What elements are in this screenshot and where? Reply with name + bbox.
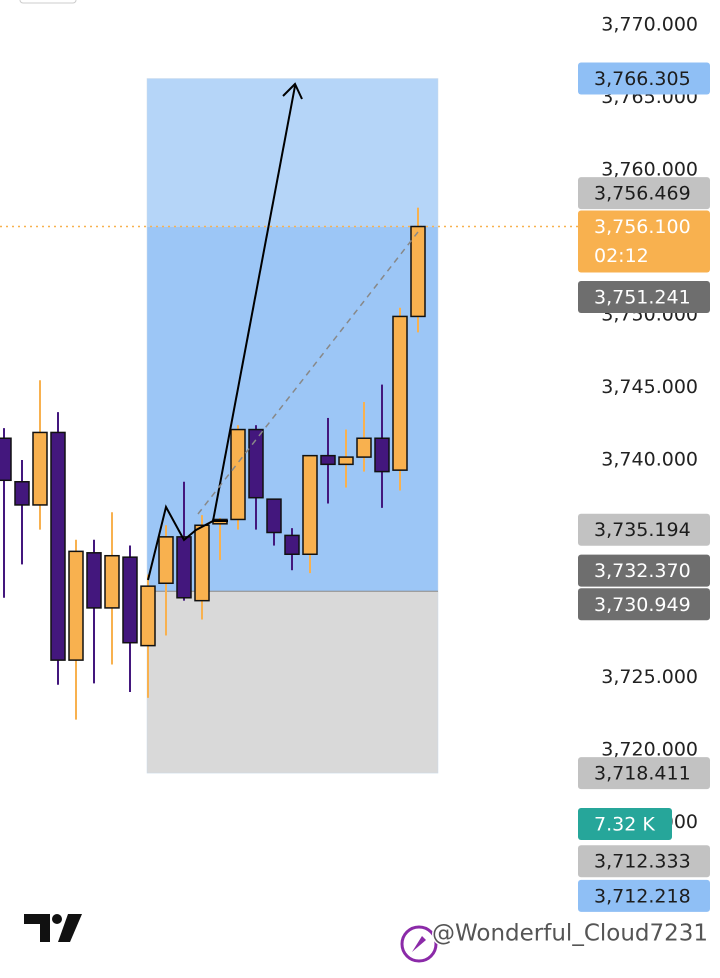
candle-body	[140, 585, 156, 647]
price-badge	[578, 879, 710, 912]
watermark-icon-needle	[412, 936, 426, 952]
price-badge-label: 3,718.411	[594, 763, 691, 785]
price-badge	[578, 280, 710, 313]
price-badge-label: 3,756.469	[594, 183, 691, 205]
price-labels: 3,766.305 3,756.469 3,756.100 02:12 3,751.24…	[578, 62, 710, 912]
price-badge	[578, 513, 710, 546]
candle-body	[374, 437, 390, 473]
price-badge	[578, 62, 710, 95]
candle-body	[284, 534, 300, 556]
volume-label: 7.32 K	[594, 814, 655, 836]
drawing-line	[147, 504, 228, 581]
y-tick-label: 3,740.000	[601, 448, 698, 470]
candle-body	[0, 437, 12, 482]
price-badge	[578, 177, 710, 210]
watermark-icon	[400, 925, 438, 963]
price-badge	[578, 757, 710, 790]
candle-body	[266, 498, 282, 534]
price-badge-label: 3,712.333	[594, 851, 691, 873]
candle-body	[194, 524, 210, 602]
price-badge	[578, 845, 710, 878]
price-badge-label: 3,735.194	[594, 519, 691, 541]
candle-body	[392, 315, 408, 471]
candle-body	[338, 456, 354, 466]
position-tool	[146, 78, 439, 774]
price-badge-label: 3,751.241	[594, 286, 691, 308]
y-tick-label: 3,770.000	[601, 13, 698, 35]
y-tick-label: 3,720.000	[601, 739, 698, 761]
price-badge-label: 3,712.218	[594, 885, 691, 907]
candle-body	[32, 431, 48, 506]
candles	[0, 207, 426, 720]
projection-line	[197, 231, 419, 515]
price-badge	[578, 588, 710, 621]
candle-body	[104, 554, 120, 609]
arrow-line	[212, 85, 296, 522]
price-badge	[578, 554, 710, 587]
candle-body	[86, 552, 102, 609]
price-badge-label: 3,732.370	[594, 560, 691, 582]
price-badge-label: 3,730.949	[594, 594, 691, 616]
countdown: 02:12	[594, 245, 649, 267]
candle-body	[302, 454, 318, 556]
drawings	[147, 82, 419, 581]
y-tick-label: 3,745.000	[601, 376, 698, 398]
candle-body	[14, 480, 30, 506]
candle-body	[50, 431, 66, 661]
watermark: @Wonderful_Cloud7231	[432, 921, 708, 947]
candle-body	[320, 454, 336, 466]
candle-body	[410, 225, 426, 318]
arrow-head	[282, 82, 303, 100]
candle-body	[122, 556, 138, 644]
candle-body	[230, 428, 246, 521]
candle-body	[248, 428, 264, 499]
price-badge-label: 3,766.305	[594, 68, 691, 90]
logo	[24, 914, 82, 942]
candle-body	[176, 536, 192, 599]
candle-body	[68, 550, 84, 661]
candle-body	[356, 437, 372, 458]
y-tick-label: 3,760.000	[601, 158, 698, 180]
price-badge	[578, 210, 710, 273]
volume-badge	[578, 808, 672, 840]
y-tick-label: 3,725.000	[601, 666, 698, 688]
candle-body	[158, 536, 174, 585]
position-zone	[146, 591, 439, 774]
top-button[interactable]	[19, 0, 77, 4]
price-badge-label: 3,756.100	[594, 216, 691, 238]
